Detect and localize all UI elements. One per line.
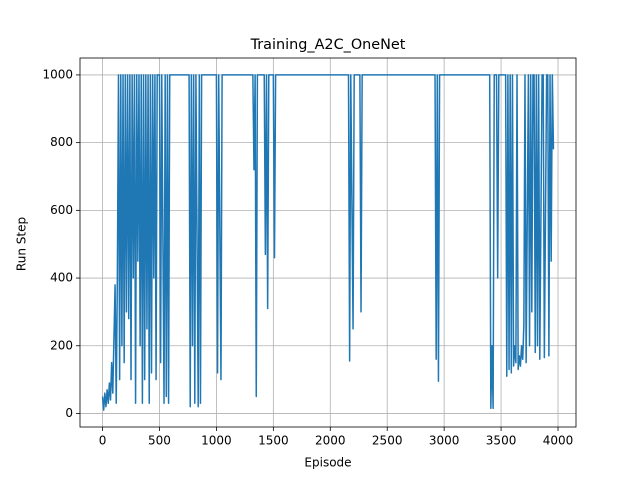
y-tick-label: 400 [50,271,73,285]
y-tick-label: 200 [50,338,73,352]
x-tick-label: 3000 [429,434,460,448]
x-tick-label: 2500 [372,434,403,448]
y-tick-label: 0 [65,406,73,420]
axes-frame [79,57,577,428]
chart-title: Training_A2C_OneNet [250,37,406,53]
y-tick-label: 600 [50,203,73,217]
x-tick-label: 1500 [258,434,289,448]
x-axis-label: Episode [304,456,351,470]
x-tick-label: 500 [148,434,171,448]
y-tick-label: 1000 [42,67,73,81]
y-tick-label: 800 [50,135,73,149]
x-tick-label: 4000 [543,434,574,448]
x-tick-label: 3500 [486,434,517,448]
data-line [101,74,555,411]
x-tick-label: 2000 [315,434,346,448]
x-tick-label: 1000 [201,434,232,448]
x-tick-label: 0 [99,434,107,448]
y-axis-label: Run Step [15,217,29,271]
